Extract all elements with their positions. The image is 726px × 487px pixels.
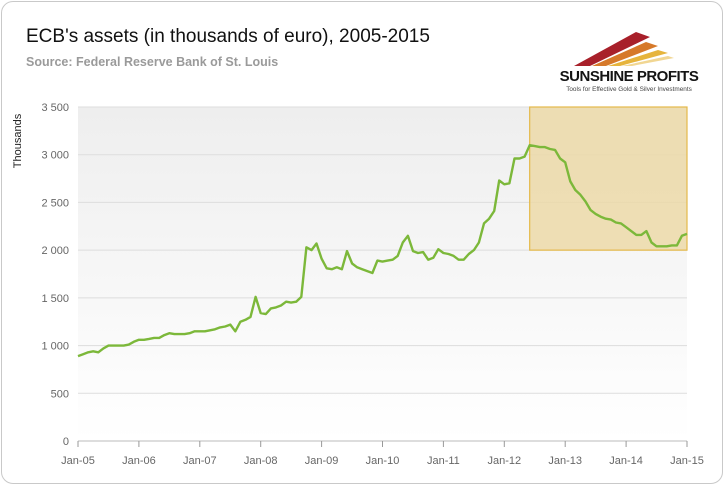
sun-rays-icon	[574, 32, 674, 66]
logo-tagline: Tools for Effective Gold & Silver Invest…	[566, 86, 692, 93]
x-tick-label: Jan-06	[122, 455, 156, 467]
sunshine-profits-logo: SUNSHINE PROFITS Tools for Effective Gol…	[554, 28, 704, 100]
logo-name: SUNSHINE PROFITS	[559, 68, 699, 85]
y-tick-label: 3 000	[41, 150, 69, 162]
x-tick-label: Jan-05	[61, 455, 95, 467]
series-line-ecb-assets	[77, 144, 688, 358]
x-tick-label: Jan-11	[427, 455, 460, 467]
y-axis: 0 500 1 000 1 500 2 000 2 500 3 000 3 500	[41, 102, 69, 448]
y-tick-label: 500	[51, 388, 69, 400]
y-tick-label: 0	[63, 436, 69, 448]
chart-subtitle: Source: Federal Reserve Bank of St. Loui…	[26, 55, 279, 69]
x-axis: Jan-05 Jan-06 Jan-07 Jan-08 Jan-09 Jan-10 Jan-…	[61, 441, 704, 467]
y-tick-label: 2 000	[41, 245, 69, 257]
x-tick-label: Jan-15	[670, 455, 704, 467]
x-tick-label: Jan-12	[487, 455, 521, 467]
chart-title: ECB's assets (in thousands of euro), 200…	[26, 26, 430, 47]
x-tick-label: Jan-09	[305, 455, 339, 467]
y-tick-label: 1 000	[41, 341, 69, 353]
highlight-region	[529, 106, 688, 251]
y-tick-label: 3 500	[41, 102, 69, 114]
x-tick-label: Jan-07	[183, 455, 217, 467]
x-tick-label: Jan-10	[366, 455, 400, 467]
x-tick-label: Jan-08	[244, 455, 278, 467]
y-tick-label: 1 500	[41, 293, 69, 305]
x-tick-label: Jan-14	[609, 455, 643, 467]
x-tick-label: Jan-13	[548, 455, 582, 467]
y-tick-label: 2 500	[41, 197, 69, 209]
y-axis-title: Thousands	[12, 113, 24, 168]
